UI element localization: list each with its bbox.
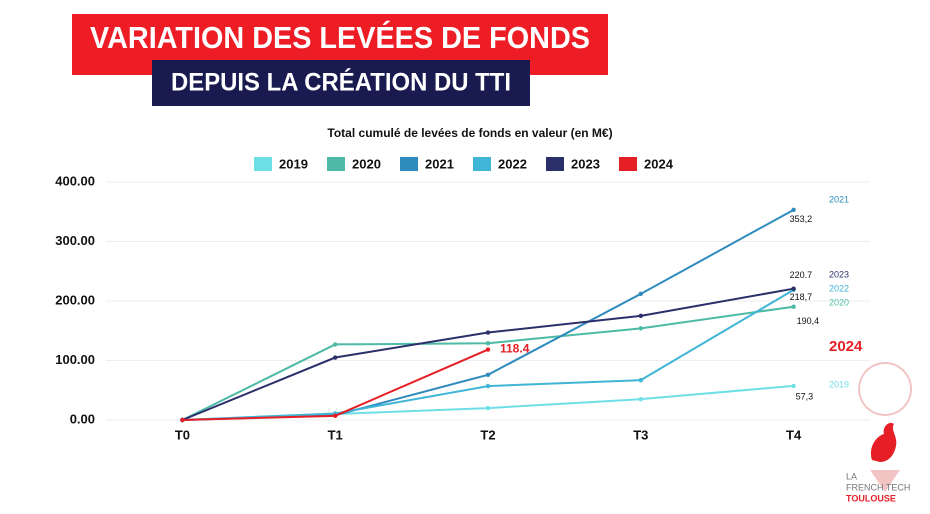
value-label: 218,7 xyxy=(790,292,813,302)
data-point xyxy=(333,355,338,360)
logo-rooster xyxy=(870,422,897,462)
logo: LA FRENCH TECH TOULOUSE xyxy=(846,362,913,503)
series-end-label: 2023 xyxy=(829,269,849,279)
data-point xyxy=(485,347,491,352)
legend-label: 2019 xyxy=(279,156,308,171)
value-label: 220.7 xyxy=(790,270,813,280)
data-point xyxy=(485,341,491,346)
x-tick-label: T4 xyxy=(786,427,802,442)
value-label: 57,3 xyxy=(796,391,814,401)
data-point xyxy=(333,342,338,347)
series-line xyxy=(182,289,795,421)
y-tick-label: 0.00 xyxy=(70,411,95,426)
legend-label: 2022 xyxy=(498,156,527,171)
series-end-label: 2022 xyxy=(829,283,849,293)
legend-label: 2024 xyxy=(644,156,674,171)
legend-swatch xyxy=(546,157,564,171)
legend-swatch xyxy=(327,157,345,171)
data-point xyxy=(791,304,796,309)
data-point xyxy=(638,396,643,402)
y-tick-label: 300.00 xyxy=(55,233,95,248)
logo-pin xyxy=(870,470,900,492)
data-point xyxy=(485,383,491,389)
data-point xyxy=(791,207,796,213)
data-point xyxy=(638,377,643,383)
y-tick-label: 200.00 xyxy=(55,292,95,307)
data-point xyxy=(791,383,796,389)
data-point xyxy=(791,286,796,291)
x-tick-label: T1 xyxy=(328,427,343,442)
logo-text: TOULOUSE xyxy=(846,493,896,503)
series-end-label: 2019 xyxy=(829,379,849,389)
data-point xyxy=(333,413,338,419)
data-point xyxy=(485,405,491,411)
y-tick-label: 100.00 xyxy=(55,352,95,367)
x-tick-label: T0 xyxy=(175,427,190,442)
logo-ring xyxy=(858,362,913,416)
value-label: 353,2 xyxy=(790,214,813,224)
legend-label: 2023 xyxy=(571,156,600,171)
legend-label: 2021 xyxy=(425,156,454,171)
legend-swatch xyxy=(400,157,418,171)
logo-text: LA xyxy=(846,471,857,481)
data-point xyxy=(485,330,491,335)
data-point xyxy=(638,313,643,319)
logo-text: FRENCH TECH xyxy=(846,482,910,492)
series-line xyxy=(182,287,794,421)
value-label: 190,4 xyxy=(797,316,820,326)
value-label: 118.4 xyxy=(500,342,530,356)
subtitle-box xyxy=(152,60,530,106)
legend-swatch xyxy=(473,157,491,171)
series-end-label: 2020 xyxy=(829,297,849,307)
legend-label: 2020 xyxy=(352,156,381,171)
series-end-label: 2021 xyxy=(829,194,849,204)
x-tick-label: T3 xyxy=(633,427,648,442)
legend-swatch xyxy=(254,157,272,171)
data-point xyxy=(638,326,643,331)
series-line xyxy=(181,305,794,421)
series-line xyxy=(182,384,794,421)
chart-title: Total cumulé de levées de fonds en valeu… xyxy=(327,126,612,140)
data-point xyxy=(485,372,491,377)
series-end-label: 2024 xyxy=(829,338,863,355)
legend-swatch xyxy=(619,157,637,171)
x-tick-label: T2 xyxy=(480,427,495,442)
page-subtitle: DEPUIS LA CRÉATION DU TTI xyxy=(171,68,511,97)
data-point xyxy=(638,291,643,297)
y-tick-label: 400.00 xyxy=(55,173,95,188)
page-title: VARIATION DES LEVÉES DE FONDS xyxy=(90,20,590,55)
data-point xyxy=(180,417,185,423)
